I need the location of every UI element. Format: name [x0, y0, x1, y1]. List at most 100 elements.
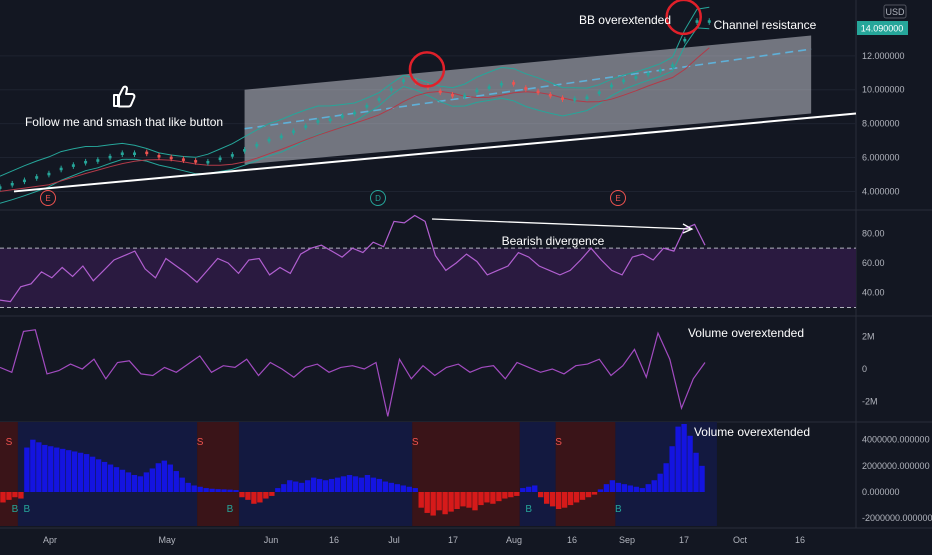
histogram-bar	[597, 489, 604, 492]
candle-body	[353, 111, 357, 115]
candle-body	[35, 176, 39, 179]
candle-body	[463, 94, 467, 98]
like-text: Follow me and smash that like button	[25, 115, 223, 129]
time-axis[interactable]: Apr May Jun 16 Jul 17 Aug 16 Sep 17 Oct 16	[43, 535, 805, 545]
candle-body	[658, 69, 662, 72]
buy-signal: B	[525, 504, 532, 515]
rsi-tick-label: 40.00	[862, 288, 885, 298]
vo-tick-label: -2M	[862, 397, 878, 407]
histogram-background-region	[412, 422, 520, 526]
histogram-bar	[30, 439, 36, 492]
candle-body	[389, 88, 393, 91]
candle-body	[438, 90, 442, 94]
histogram-bar	[257, 492, 263, 503]
histogram-bar	[299, 482, 305, 492]
candle-body	[255, 143, 259, 147]
channel-midline	[244, 48, 812, 130]
candle-body	[512, 82, 516, 85]
sell-signal: S	[6, 437, 13, 448]
histogram-bar	[543, 492, 550, 504]
histogram-background-region	[555, 422, 616, 526]
candle-body	[59, 167, 63, 171]
time-tick-label: 16	[329, 535, 339, 545]
histogram-bar	[54, 447, 60, 492]
candle-body	[707, 20, 711, 23]
histogram-tick-label: 4000000.000000	[862, 435, 930, 445]
histogram-bar	[406, 486, 412, 492]
event-marker-letter: E	[615, 194, 620, 203]
histogram-bar	[101, 461, 108, 492]
histogram-bar	[609, 480, 616, 492]
histogram-bar	[603, 484, 610, 492]
candle-body	[169, 156, 173, 160]
volume-oscillator-line	[0, 329, 706, 417]
histogram-background-region	[519, 422, 556, 526]
currency-badge[interactable]	[883, 4, 907, 19]
histogram-bar	[275, 488, 281, 492]
price-tick-label: 12.000000	[862, 51, 905, 61]
candle-body	[450, 93, 454, 97]
histogram-bar	[233, 490, 239, 492]
histogram-bar	[310, 477, 317, 492]
histogram-bar	[89, 456, 96, 492]
price-axis[interactable]: 4.000000 6.000000 8.000000 10.000000 12.0000…	[862, 51, 932, 523]
candle-body	[340, 115, 344, 118]
histogram-bar	[627, 485, 634, 492]
histogram-bar	[328, 478, 335, 492]
histogram-bar	[621, 484, 628, 492]
histogram-bar	[520, 488, 526, 492]
histogram-bar	[424, 492, 430, 513]
histogram-bar	[687, 435, 693, 492]
histogram-bar	[669, 446, 675, 492]
histogram-bar	[436, 492, 442, 511]
candle-body	[218, 157, 222, 161]
histogram-bar	[107, 464, 114, 492]
histogram-bar	[185, 482, 191, 492]
candle-body	[646, 72, 650, 76]
histogram-bar	[645, 484, 651, 492]
time-tick-label: Jul	[388, 535, 400, 545]
histogram-bar	[197, 486, 203, 492]
histogram-bar	[149, 468, 156, 492]
candle-body	[499, 82, 503, 86]
candle-body	[402, 79, 406, 83]
histogram-bar	[615, 482, 622, 492]
histogram-bar	[502, 492, 508, 499]
candle-body	[145, 151, 149, 155]
histogram-bar	[203, 488, 209, 492]
histogram-bar	[490, 492, 496, 504]
histogram-bar	[6, 492, 12, 500]
highlight-circle-1	[408, 51, 446, 88]
histogram-tick-label: -2000000.000000	[862, 513, 932, 523]
histogram-bar	[227, 489, 233, 492]
histogram-bar	[555, 492, 562, 509]
divergence-arrowhead	[682, 223, 694, 234]
histogram-bar	[0, 492, 6, 503]
time-tick-label: May	[158, 535, 176, 545]
buy-signal: B	[615, 504, 622, 515]
histogram-bar	[245, 492, 251, 500]
current-price-tag	[857, 21, 908, 35]
candle-body	[634, 76, 638, 79]
histogram-bar	[681, 424, 687, 492]
histogram-bar	[71, 451, 78, 492]
candle-body	[548, 93, 552, 97]
time-tick-label: Apr	[43, 535, 57, 545]
candle-body	[377, 98, 381, 101]
candle-body	[108, 155, 112, 159]
sell-signal: S	[412, 437, 419, 448]
histogram-bar	[538, 492, 544, 498]
histogram-bar	[364, 475, 371, 492]
event-marker-3	[610, 190, 626, 206]
candle-body	[524, 87, 528, 90]
channel-resistance-label: Channel resistance	[714, 18, 817, 32]
histogram-bar	[699, 465, 705, 492]
candle-body	[573, 98, 577, 101]
price-tick-label: 8.000000	[862, 119, 900, 129]
time-tick-label: Sep	[619, 535, 635, 545]
rsi-tick-label: 60.00	[862, 258, 885, 268]
histogram-bar	[161, 460, 167, 492]
histogram-bar	[24, 447, 30, 492]
time-tick-label: Oct	[733, 535, 748, 545]
time-tick-label: Aug	[506, 535, 522, 545]
